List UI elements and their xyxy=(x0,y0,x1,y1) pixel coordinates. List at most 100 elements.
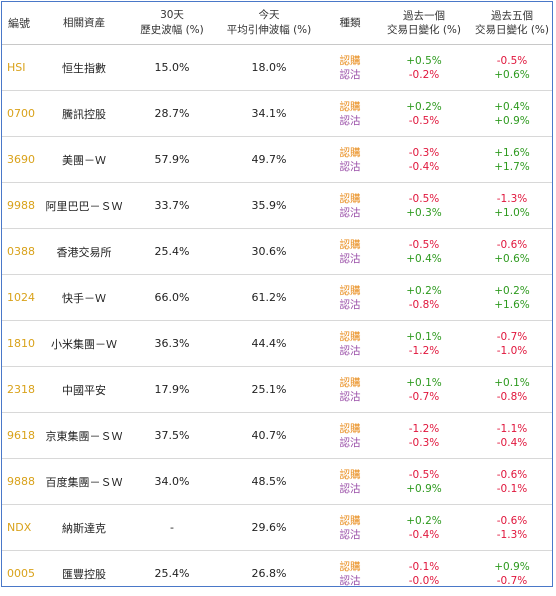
row-code-cell: 0005 xyxy=(2,551,38,596)
type-cell: 認購認沽 xyxy=(324,91,376,137)
d5-change-cell: +1.6%+1.7% xyxy=(472,137,552,183)
put-label: 認沽 xyxy=(324,482,376,496)
asset-code-link[interactable]: 0700 xyxy=(7,107,35,120)
d5-put-change: -1.3% xyxy=(472,528,552,542)
d5-put-change: -0.1% xyxy=(472,482,552,496)
asset-name: 美團－Ｗ xyxy=(38,137,130,183)
header-hist-line1: 30天 xyxy=(160,9,184,21)
header-asset: 相關資產 xyxy=(38,2,130,45)
put-label: 認沽 xyxy=(324,114,376,128)
type-cell: 認購認沽 xyxy=(324,551,376,596)
d5-change-cell: +0.1%-0.8% xyxy=(472,367,552,413)
type-cell: 認購認沽 xyxy=(324,183,376,229)
d1-change-cell: -0.5%+0.4% xyxy=(376,229,472,275)
row-code-cell: 0388 xyxy=(2,229,38,275)
put-label: 認沽 xyxy=(324,252,376,266)
type-cell: 認購認沽 xyxy=(324,413,376,459)
header-d5-line1: 過去五個 xyxy=(491,10,533,22)
impl-vol-value: 29.6% xyxy=(214,505,324,551)
asset-code-link[interactable]: HSI xyxy=(7,61,26,74)
asset-code-link[interactable]: 1810 xyxy=(7,337,35,350)
row-code-cell: NDX xyxy=(2,505,38,551)
call-label: 認購 xyxy=(324,54,376,68)
d1-call-change: -0.5% xyxy=(376,468,472,482)
d5-call-change: +0.9% xyxy=(472,560,552,574)
d5-call-change: -0.5% xyxy=(472,54,552,68)
d1-put-change: -1.2% xyxy=(376,344,472,358)
d5-call-change: +1.6% xyxy=(472,146,552,160)
d5-put-change: -0.4% xyxy=(472,436,552,450)
d5-call-change: -1.1% xyxy=(472,422,552,436)
d5-put-change: +1.0% xyxy=(472,206,552,220)
d1-change-cell: -0.3%-0.4% xyxy=(376,137,472,183)
asset-name: 匯豐控股 xyxy=(38,551,130,596)
type-cell: 認購認沽 xyxy=(324,367,376,413)
type-cell: 認購認沽 xyxy=(324,321,376,367)
d1-call-change: -0.5% xyxy=(376,238,472,252)
header-impl-line2: 平均引伸波幅 (%) xyxy=(227,24,312,36)
d1-put-change: +0.4% xyxy=(376,252,472,266)
asset-name: 百度集團－ＳＷ xyxy=(38,459,130,505)
d5-call-change: +0.1% xyxy=(472,376,552,390)
impl-vol-value: 18.0% xyxy=(214,45,324,91)
hist-vol-value: 25.4% xyxy=(130,551,214,596)
hist-vol-value: 36.3% xyxy=(130,321,214,367)
volatility-table-frame: 編號 相關資產 30天 歷史波幅 (%) 今天 平均引伸波幅 (%) 種類 過去… xyxy=(1,1,553,587)
impl-vol-value: 34.1% xyxy=(214,91,324,137)
d1-call-change: +0.2% xyxy=(376,284,472,298)
asset-code-link[interactable]: 9988 xyxy=(7,199,35,212)
d5-call-change: -0.6% xyxy=(472,514,552,528)
asset-code-link[interactable]: 9618 xyxy=(7,429,35,442)
row-code-cell: 9988 xyxy=(2,183,38,229)
hist-vol-value: 15.0% xyxy=(130,45,214,91)
asset-code-link[interactable]: 3690 xyxy=(7,153,35,166)
call-label: 認購 xyxy=(324,284,376,298)
d1-change-cell: +0.5%-0.2% xyxy=(376,45,472,91)
d5-put-change: -1.0% xyxy=(472,344,552,358)
row-code-cell: 9888 xyxy=(2,459,38,505)
impl-vol-value: 40.7% xyxy=(214,413,324,459)
d5-call-change: -1.3% xyxy=(472,192,552,206)
d5-change-cell: +0.4%+0.9% xyxy=(472,91,552,137)
asset-code-link[interactable]: 2318 xyxy=(7,383,35,396)
header-1day-change: 過去一個 交易日變化 (%) xyxy=(376,2,472,45)
put-label: 認沽 xyxy=(324,344,376,358)
d1-change-cell: +0.2%-0.4% xyxy=(376,505,472,551)
d1-call-change: -1.2% xyxy=(376,422,472,436)
header-d5-line2: 交易日變化 (%) xyxy=(475,24,549,36)
row-code-cell: 0700 xyxy=(2,91,38,137)
table-header-row: 編號 相關資產 30天 歷史波幅 (%) 今天 平均引伸波幅 (%) 種類 過去… xyxy=(2,2,552,45)
d1-put-change: -0.2% xyxy=(376,68,472,82)
d5-put-change: +1.7% xyxy=(472,160,552,174)
type-cell: 認購認沽 xyxy=(324,275,376,321)
asset-code-link[interactable]: 0388 xyxy=(7,245,35,258)
d1-put-change: -0.3% xyxy=(376,436,472,450)
asset-code-link[interactable]: 9888 xyxy=(7,475,35,488)
hist-vol-value: 17.9% xyxy=(130,367,214,413)
d1-put-change: -0.4% xyxy=(376,160,472,174)
header-hist-line2: 歷史波幅 (%) xyxy=(140,24,204,36)
d5-call-change: -0.7% xyxy=(472,330,552,344)
header-type: 種類 xyxy=(324,2,376,45)
type-cell: 認購認沽 xyxy=(324,45,376,91)
hist-vol-value: 37.5% xyxy=(130,413,214,459)
hist-vol-value: - xyxy=(130,505,214,551)
asset-code-link[interactable]: NDX xyxy=(7,521,31,534)
d5-put-change: +0.9% xyxy=(472,114,552,128)
asset-code-link[interactable]: 1024 xyxy=(7,291,35,304)
call-label: 認購 xyxy=(324,100,376,114)
call-label: 認購 xyxy=(324,238,376,252)
d1-call-change: +0.5% xyxy=(376,54,472,68)
call-label: 認購 xyxy=(324,468,376,482)
d1-change-cell: +0.2%-0.5% xyxy=(376,91,472,137)
asset-code-link[interactable]: 0005 xyxy=(7,567,35,580)
header-code: 編號 xyxy=(2,2,38,45)
header-5day-change: 過去五個 交易日變化 (%) xyxy=(472,2,552,45)
d1-change-cell: +0.1%-1.2% xyxy=(376,321,472,367)
asset-name: 京東集團－ＳＷ xyxy=(38,413,130,459)
put-label: 認沽 xyxy=(324,160,376,174)
